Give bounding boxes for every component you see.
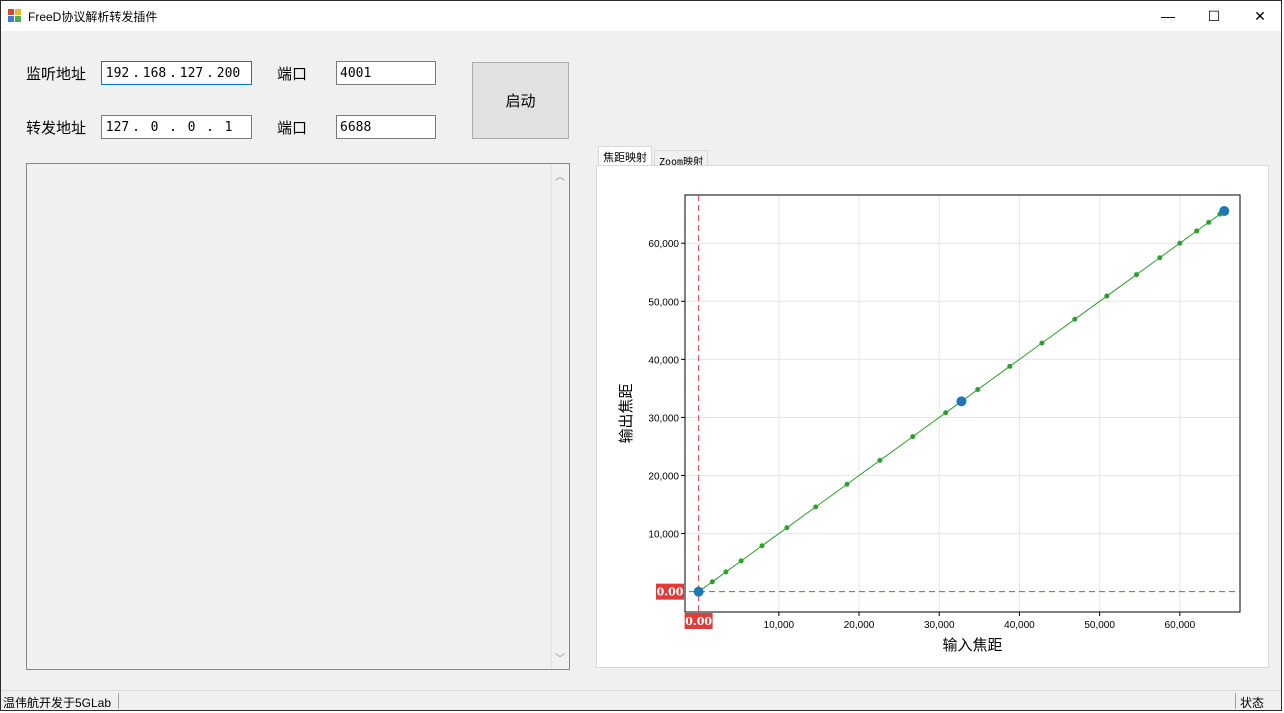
minimize-button[interactable]: — (1145, 1, 1191, 31)
crosshair-y-badge (656, 583, 684, 600)
scroll-up-icon[interactable]: ︿ (555, 172, 565, 183)
y-tick-label: 50,000 (648, 297, 679, 308)
status-divider (1235, 693, 1236, 709)
data-point (910, 434, 916, 440)
x-tick-label: 30,000 (924, 620, 955, 631)
log-textbox[interactable]: ︿ ﹀ (26, 163, 570, 670)
data-point (759, 543, 765, 549)
status-state: 状态 (1240, 696, 1265, 710)
data-point (813, 504, 819, 510)
status-author: 温伟航开发于5GLab (3, 696, 112, 710)
ip-octet: 0 (150, 119, 159, 135)
minimize-icon: — (1161, 8, 1175, 24)
start-button[interactable]: 启动 (472, 62, 569, 139)
ip-octet: 168 (142, 65, 167, 81)
tab-zoom-mapping[interactable]: Zoom映射 (654, 150, 709, 168)
ip-octet: 1 (224, 119, 233, 135)
listen-port-label: 端口 (277, 66, 308, 83)
data-point (943, 410, 949, 416)
crosshair-x-label: 0.00 (685, 615, 712, 628)
maximize-icon: ☐ (1207, 7, 1221, 24)
ip-octet: 127 (179, 65, 204, 81)
listen-address-label: 监听地址 (26, 66, 87, 83)
log-scrollbar[interactable]: ︿ ﹀ (551, 164, 569, 669)
control-point[interactable] (956, 396, 967, 407)
data-point (1104, 293, 1110, 299)
data-point (1157, 255, 1163, 261)
forward-port-input[interactable]: 6688 (336, 115, 436, 139)
data-point (877, 457, 883, 463)
data-point (723, 569, 729, 575)
control-point[interactable] (693, 586, 704, 597)
data-point (1134, 272, 1140, 278)
x-tick-label: 60,000 (1165, 620, 1196, 631)
focal-mapping-chart[interactable]: 10,000 20,000 30,000 40,000 50,000 60,000 10,0… (597, 166, 1268, 667)
tab-focal-mapping[interactable]: 焦距映射 (598, 146, 652, 166)
crosshair-y-label: 0.00 (657, 586, 684, 599)
maximize-button[interactable]: ☐ (1191, 1, 1237, 31)
y-tick-label: 40,000 (648, 355, 679, 366)
y-tick-label: 20,000 (648, 472, 679, 483)
y-axis-title: 输出焦距 (617, 383, 635, 443)
data-point (1007, 363, 1013, 369)
data-point (1206, 219, 1212, 225)
focal-mapping-panel: 10,000 20,000 30,000 40,000 50,000 60,000 10,0… (596, 165, 1269, 668)
crosshair-x-badge (684, 613, 713, 629)
forward-ip-input[interactable]: 127. 0. 0. 1 (101, 115, 252, 139)
close-icon: ✕ (1254, 7, 1266, 24)
plot-frame (684, 194, 1241, 613)
y-tick-label: 60,000 (648, 239, 679, 250)
ip-octet: 0 (187, 119, 196, 135)
mapping-tabs: 焦距映射 Zoom映射 (598, 146, 710, 168)
ip-octet: 200 (216, 65, 241, 81)
ip-octet: 192 (105, 65, 130, 81)
data-point (738, 558, 744, 564)
y-tick-label: 10,000 (648, 530, 679, 541)
x-tick-label: 20,000 (844, 620, 875, 631)
listen-port-input[interactable]: 4001 (336, 61, 436, 85)
close-button[interactable]: ✕ (1237, 1, 1283, 31)
app-icon (8, 9, 22, 23)
data-point (784, 525, 790, 531)
data-point (1072, 316, 1078, 322)
scroll-down-icon[interactable]: ﹀ (555, 654, 565, 665)
y-tick-label: 30,000 (648, 413, 679, 424)
status-divider (118, 693, 119, 709)
control-point[interactable] (1219, 206, 1230, 217)
x-tick-label: 10,000 (764, 620, 795, 631)
forward-port-label: 端口 (277, 120, 308, 137)
forward-address-label: 转发地址 (26, 120, 87, 137)
data-point (844, 481, 850, 487)
x-tick-label: 50,000 (1084, 620, 1115, 631)
title-bar[interactable]: FreeD协议解析转发插件 — ☐ ✕ (1, 1, 1281, 31)
data-point (975, 387, 981, 393)
data-point (1194, 228, 1200, 234)
status-bar: 温伟航开发于5GLab 状态 (1, 690, 1281, 711)
x-axis-title: 输入焦距 (942, 636, 1002, 654)
x-tick-label: 40,000 (1004, 620, 1035, 631)
window-title: FreeD协议解析转发插件 (28, 9, 158, 24)
listen-ip-input[interactable]: 192. 168. 127. 200 (101, 61, 252, 85)
data-point (709, 579, 715, 585)
data-point (1039, 340, 1045, 346)
data-point (1177, 240, 1183, 246)
ip-octet: 127 (105, 119, 130, 135)
